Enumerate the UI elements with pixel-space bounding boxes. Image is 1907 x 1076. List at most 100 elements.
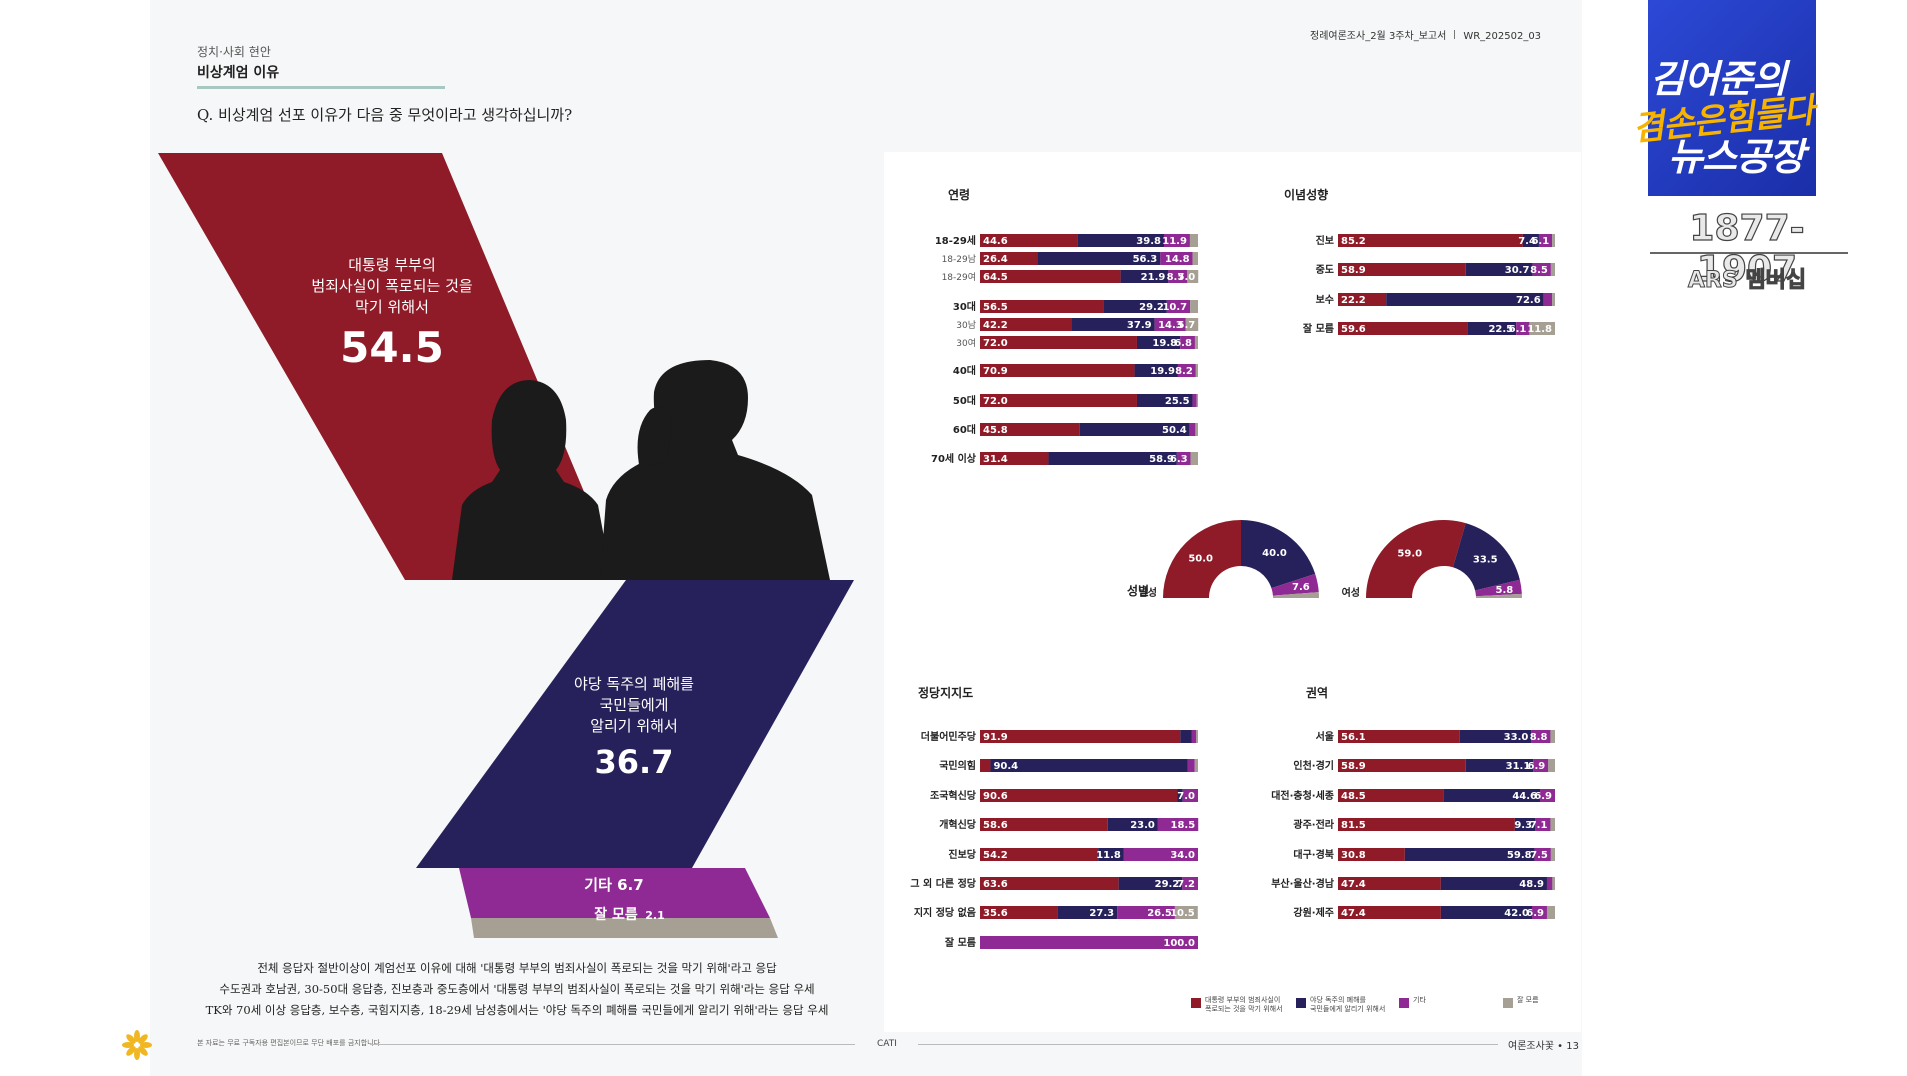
summary-b-line2: 국민들에게 <box>599 696 668 714</box>
value-label-3-7-2: 100.0 <box>1163 938 1195 949</box>
donut-seg-1-1 <box>1452 523 1520 591</box>
value-label-1-0-1: 7.4 <box>1518 236 1536 247</box>
category-label-0-4: 30남 <box>956 320 976 331</box>
bar-seg-4-5-0 <box>1338 877 1441 890</box>
survey-question: Q. 비상계엄 선포 이유가 다음 중 무엇이라고 생각하십니까? <box>197 106 573 124</box>
value-label-4-1-0: 58.9 <box>1341 761 1366 772</box>
value-label-4-6-0: 47.4 <box>1341 908 1366 919</box>
legend-text-0-0: 대통령 부부의 범죄사실이 <box>1205 995 1280 1004</box>
bar-seg-4-3-3 <box>1550 818 1555 831</box>
value-label-3-2-2: 7.0 <box>1177 791 1195 802</box>
bar-seg-0-9-1 <box>1048 452 1177 465</box>
summary-b-line1: 야당 독주의 폐해를 <box>574 675 694 693</box>
value-label-4-3-1: 9.3 <box>1514 820 1532 831</box>
bar-seg-0-0-3 <box>1189 234 1198 247</box>
logo-line-3: 뉴스공장 <box>1668 135 1805 179</box>
value-label-3-1-1: 90.4 <box>993 761 1018 772</box>
bar-seg-4-6-1 <box>1440 906 1532 919</box>
bar-seg-3-5-2 <box>1182 877 1198 890</box>
value-label-4-4-0: 30.8 <box>1341 850 1366 861</box>
summary-a-value: 54.5 <box>340 323 444 372</box>
bar-seg-3-6-0 <box>980 906 1058 919</box>
bar-seg-0-3-1 <box>1103 300 1167 313</box>
bar-seg-3-6-3 <box>1174 906 1198 919</box>
report-meta: 정례여론조사_2월 3주차_보고서 WR_202502_03 <box>1310 27 1541 42</box>
value-label-3-5-2: 7.2 <box>1177 879 1195 890</box>
category-label-4-2: 대전·충청·세종 <box>1271 789 1334 802</box>
value-label-3-2-0: 90.6 <box>983 791 1008 802</box>
value-label-0-0-0: 44.6 <box>983 236 1008 247</box>
category-label-0-2: 18-29여 <box>942 271 976 283</box>
chart-title-0: 연령 <box>948 187 970 202</box>
bar-seg-1-3-2 <box>1516 322 1530 335</box>
bar-seg-3-0-2 <box>1191 730 1197 743</box>
category-label-1-1: 중도 <box>1316 264 1334 276</box>
value-label-4-3-2: 7.1 <box>1530 820 1548 831</box>
bar-seg-0-9-3 <box>1190 452 1198 465</box>
summary-graphic: 대통령 부부의 범죄사실이 폭로되는 것을 막기 위해서 54.5 야당 독주의… <box>158 153 854 938</box>
category-label-4-0: 서울 <box>1316 730 1334 743</box>
value-label-1-1-1: 30.7 <box>1505 265 1530 276</box>
value-label-0-7-1: 25.5 <box>1165 396 1190 407</box>
value-label-4-4-1: 59.8 <box>1507 850 1532 861</box>
bar-seg-3-2-2 <box>1182 789 1198 802</box>
value-label-0-4-1: 37.9 <box>1127 320 1152 331</box>
bar-seg-0-4-3 <box>1185 318 1199 331</box>
bar-seg-1-0-0 <box>1338 234 1523 247</box>
value-label-0-2-2: 8.7 <box>1167 272 1185 283</box>
value-label-0-3-1: 29.2 <box>1139 302 1164 313</box>
breakdown-charts: 연령 18-29세 44.6 39.8 11.9 18-29남 26.4 56.3 14.8 18… <box>910 187 1555 1013</box>
value-label-0-4-2: 14.3 <box>1158 320 1183 331</box>
value-label-3-5-1: 29.2 <box>1155 879 1180 890</box>
chart-title-4: 권역 <box>1306 685 1328 700</box>
category-label-0-0: 18-29세 <box>935 234 976 247</box>
value-label-3-4-1: 11.8 <box>1096 850 1121 861</box>
chart-title-2: 성별 <box>1127 583 1149 598</box>
bar-seg-3-5-0 <box>980 877 1119 890</box>
category-label-0-8: 60대 <box>953 423 976 436</box>
value-label-0-3-0: 56.5 <box>983 302 1008 313</box>
legend-swatch-3 <box>1503 998 1513 1008</box>
bar-seg-0-1-0 <box>980 252 1038 265</box>
bar-seg-0-9-0 <box>980 452 1049 465</box>
bar-seg-0-3-3 <box>1190 300 1198 313</box>
bar-seg-0-5-1 <box>1136 336 1181 349</box>
bar-seg-4-1-0 <box>1338 759 1466 772</box>
bar-seg-4-0-3 <box>1550 730 1555 743</box>
legend-text-0-1: 폭로되는 것을 막기 위해서 <box>1205 1004 1283 1013</box>
bar-seg-4-5-2 <box>1546 877 1553 890</box>
value-label-3-3-1: 23.0 <box>1130 820 1155 831</box>
bar-seg-0-7-1 <box>1136 394 1193 407</box>
category-label-4-1: 인천·경기 <box>1293 759 1334 772</box>
bar-seg-1-2-0 <box>1338 293 1387 306</box>
value-label-3-6-3: 10.5 <box>1170 908 1195 919</box>
value-label-3-0-0: 91.9 <box>983 732 1008 743</box>
value-label-0-9-2: 6.3 <box>1170 454 1188 465</box>
value-label-0-5-2: 6.8 <box>1174 338 1192 349</box>
value-label-4-2-1: 44.6 <box>1512 791 1537 802</box>
bar-seg-0-4-0 <box>980 318 1072 331</box>
bar-seg-4-4-2 <box>1534 848 1551 861</box>
summary-band-d <box>471 918 778 938</box>
portrait-man <box>600 360 830 580</box>
bar-seg-1-0-1 <box>1522 234 1539 247</box>
value-label-4-2-2: 6.9 <box>1534 791 1552 802</box>
bar-seg-0-7-2 <box>1192 394 1197 407</box>
value-label-1-2-1: 72.6 <box>1516 295 1541 306</box>
donut-label-0-0: 50.0 <box>1188 554 1213 565</box>
bar-seg-3-1-0 <box>980 759 991 772</box>
bar-seg-3-1-1 <box>990 759 1188 772</box>
bar-seg-0-6-3 <box>1195 364 1198 377</box>
value-label-3-6-1: 27.3 <box>1089 908 1114 919</box>
value-label-4-5-0: 47.4 <box>1341 879 1366 890</box>
value-label-4-3-0: 81.5 <box>1341 820 1366 831</box>
value-label-1-0-2: 6.1 <box>1531 236 1549 247</box>
value-label-0-1-0: 26.4 <box>983 254 1008 265</box>
value-label-4-1-1: 31.1 <box>1506 761 1531 772</box>
value-label-3-4-2: 34.0 <box>1170 850 1195 861</box>
bar-seg-4-2-2 <box>1540 789 1555 802</box>
bar-seg-3-1-2 <box>1187 759 1195 772</box>
category-label-1-3: 잘 모름 <box>1303 323 1334 335</box>
bar-seg-0-0-0 <box>980 234 1078 247</box>
legend-text-2-0: 기타 <box>1413 995 1426 1004</box>
